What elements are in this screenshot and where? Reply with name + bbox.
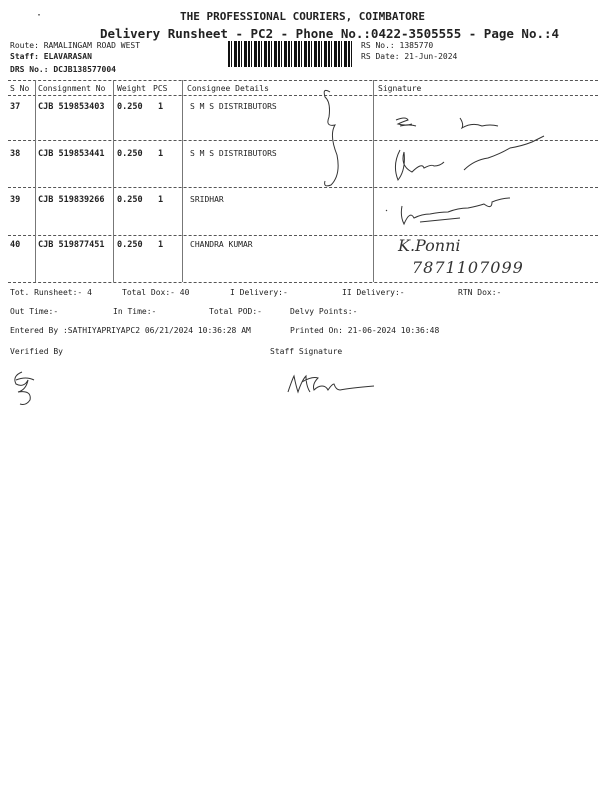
row-weight: 0.250 bbox=[117, 149, 143, 159]
column-divider bbox=[35, 80, 36, 282]
route: Route: RAMALINGAM ROAD WEST bbox=[10, 41, 141, 50]
row-consignee: CHANDRA KUMAR bbox=[190, 240, 253, 249]
row-pcs: 1 bbox=[158, 102, 164, 112]
company-title: THE PROFESSIONAL COURIERS, COIMBATORE bbox=[180, 10, 426, 23]
row-sno: 38 bbox=[10, 149, 21, 159]
row-consignment: CJB 519853441 bbox=[38, 149, 105, 159]
row-consignment: CJB 519839266 bbox=[38, 195, 105, 205]
row-weight: 0.250 bbox=[117, 195, 143, 205]
staff: Staff: ELAVARASAN bbox=[10, 52, 92, 61]
col-signature: Signature bbox=[378, 84, 422, 93]
scan-speck: · bbox=[36, 10, 43, 21]
row-consignment: CJB 519853403 bbox=[38, 102, 105, 112]
divider bbox=[8, 95, 598, 96]
row-consignee: S M S DISTRIBUTORS bbox=[190, 102, 277, 111]
divider bbox=[8, 282, 598, 283]
out-time: Out Time:- bbox=[10, 307, 59, 316]
col-consignment: Consignment No bbox=[38, 84, 106, 93]
col-weight: Weight bbox=[117, 84, 146, 93]
rs-no: RS No.: 1385770 bbox=[361, 41, 434, 50]
divider bbox=[8, 235, 598, 236]
row-consignee: S M S DISTRIBUTORS bbox=[190, 149, 277, 158]
row-sno: 39 bbox=[10, 195, 21, 205]
barcode bbox=[228, 41, 354, 67]
drs-no: DRS No.: DCJB138577004 bbox=[10, 65, 116, 74]
verified-by: Verified By bbox=[10, 347, 63, 356]
staff-signature-label: Staff Signature bbox=[270, 347, 343, 356]
column-divider bbox=[373, 80, 374, 282]
column-divider bbox=[182, 80, 183, 282]
row-pcs: 1 bbox=[158, 195, 164, 205]
col-consignee: Consignee Details bbox=[187, 84, 269, 93]
printed-on: Printed On: 21-06-2024 10:36:48 bbox=[290, 326, 440, 335]
divider bbox=[8, 187, 598, 188]
signature-row39 bbox=[385, 197, 511, 226]
row-weight: 0.250 bbox=[117, 240, 143, 250]
runsheet-subtitle: Delivery Runsheet - PC2 - Phone No.:0422… bbox=[100, 26, 560, 41]
row-consignee: SRIDHAR bbox=[190, 195, 224, 204]
signature-row38 bbox=[394, 135, 545, 181]
row-consignment: CJB 519877451 bbox=[38, 240, 105, 250]
row-weight: 0.250 bbox=[117, 102, 143, 112]
signature-row37 bbox=[395, 117, 499, 130]
rs-date: RS Date: 21-Jun-2024 bbox=[361, 52, 458, 61]
row-pcs: 1 bbox=[158, 240, 164, 250]
verifier-signature bbox=[14, 371, 35, 405]
col-pcs: PCS bbox=[153, 84, 168, 93]
handwritten-phone: 7871107099 bbox=[412, 258, 524, 277]
staff-signature bbox=[287, 374, 375, 394]
ii-delivery: II Delivery:- bbox=[342, 288, 405, 297]
in-time: In Time:- bbox=[113, 307, 157, 316]
row-sno: 37 bbox=[10, 102, 21, 112]
entered-by: Entered By :SATHIYAPRIYAPC2 06/21/2024 1… bbox=[10, 326, 251, 335]
delvy-points: Delvy Points:- bbox=[290, 307, 358, 316]
divider bbox=[8, 80, 598, 81]
total-pod: Total POD:- bbox=[209, 307, 262, 316]
row-pcs: 1 bbox=[158, 149, 164, 159]
column-divider bbox=[113, 80, 114, 282]
tot-runsheet: Tot. Runsheet:- 4 bbox=[10, 288, 92, 297]
i-delivery: I Delivery:- bbox=[230, 288, 288, 297]
rtn-dox: RTN Dox:- bbox=[458, 288, 502, 297]
total-dox: Total Dox:- 40 bbox=[122, 288, 190, 297]
divider bbox=[8, 140, 598, 141]
handwritten-name: K.Ponni bbox=[398, 236, 461, 255]
signature-hook bbox=[323, 89, 339, 187]
col-sno: S No bbox=[10, 84, 30, 93]
row-sno: 40 bbox=[10, 240, 21, 250]
